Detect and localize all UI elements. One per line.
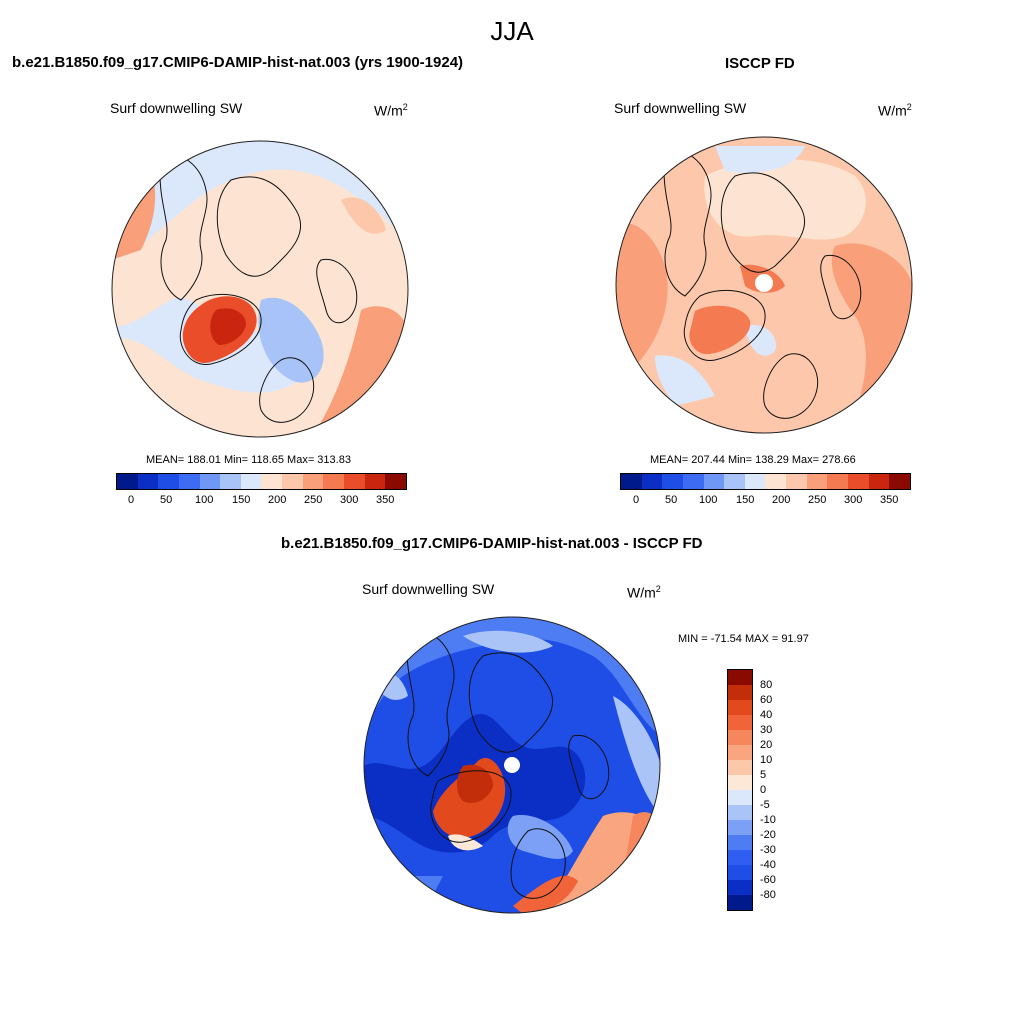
panel-3-tick: 5 [760, 769, 767, 781]
panel-3-colorbar [727, 669, 753, 911]
panel-1-tick: 300 [340, 494, 359, 506]
cb1-swatch [158, 474, 179, 489]
cb2-swatch [786, 474, 807, 489]
panel-1-tick: 350 [376, 494, 395, 506]
cb2-swatch [889, 474, 910, 489]
panel-3-tick: 80 [760, 679, 773, 691]
cb3-swatch [728, 700, 752, 715]
panel-1-tick: 100 [195, 494, 214, 506]
cb3-swatch [728, 820, 752, 835]
panel-2-units: W/m2 [878, 102, 912, 119]
cb3-swatch [728, 730, 752, 745]
cb2-swatch [662, 474, 683, 489]
panel-3-tick: -30 [760, 844, 776, 856]
panel-3-tick: 60 [760, 694, 773, 706]
panel-1-tick: 150 [232, 494, 251, 506]
cb1-swatch [323, 474, 345, 489]
figure-title: JJA [490, 16, 534, 46]
cb3-swatch [728, 895, 752, 910]
panel-3-tick: 0 [760, 784, 767, 796]
panel-3-tick: -40 [760, 859, 776, 871]
cb3-swatch [728, 805, 752, 820]
cb1-swatch [261, 474, 283, 489]
panel-2-tick: 0 [633, 494, 640, 506]
panel-3-tick: -10 [760, 814, 776, 826]
cb3-swatch [728, 880, 752, 895]
cb1-swatch [302, 474, 324, 489]
cb3-swatch [728, 865, 752, 880]
cb3-swatch [728, 835, 752, 850]
cb2-swatch [703, 474, 725, 489]
cb1-swatch [199, 474, 221, 489]
panel-1-tick: 200 [268, 494, 287, 506]
cb2-swatch [744, 474, 766, 489]
panel-2-tick: 200 [772, 494, 791, 506]
panel-2-title: ISCCP FD [725, 55, 795, 72]
cb1-swatch [178, 474, 200, 489]
panel-2-variable: Surf downwelling SW [614, 100, 747, 116]
cb2-swatch [724, 474, 745, 489]
panel-1-tick: 250 [304, 494, 323, 506]
cb1-swatch [117, 474, 138, 489]
panel-3-tick: -60 [760, 874, 776, 886]
panel-3-units: W/m2 [627, 584, 661, 601]
cb1-swatch [282, 474, 303, 489]
panel-2-tick: 100 [699, 494, 718, 506]
cb3-swatch [728, 790, 752, 805]
cb2-swatch [827, 474, 849, 489]
cb2-swatch [848, 474, 869, 489]
cb3-swatch [728, 715, 752, 730]
panel-1-title: b.e21.B1850.f09_g17.CMIP6-DAMIP-hist-nat… [12, 54, 464, 71]
panel-3-variable: Surf downwelling SW [362, 581, 495, 597]
cb1-swatch [344, 474, 365, 489]
panel-2-tick: 150 [736, 494, 755, 506]
panel-1-tick: 0 [128, 494, 135, 506]
cb3-swatch [728, 760, 752, 775]
panel-1-units: W/m2 [374, 102, 408, 119]
panel-3-tick: 10 [760, 754, 773, 766]
panel-1-map [111, 140, 409, 438]
panel-2-tick: 50 [665, 494, 678, 506]
panel-2-tick: 250 [808, 494, 827, 506]
panel-1-variable: Surf downwelling SW [110, 100, 243, 116]
cb2-swatch [682, 474, 704, 489]
panel-3-tick: -5 [760, 799, 770, 811]
cb3-swatch [728, 775, 752, 790]
panel-3-tick: -20 [760, 829, 776, 841]
cb3-swatch [728, 670, 752, 685]
cb1-swatch [240, 474, 262, 489]
panel-2-colorbar [620, 473, 911, 490]
panel-3-map [363, 616, 661, 914]
panel-3-tick: 20 [760, 739, 773, 751]
cb3-swatch [728, 850, 752, 865]
cb2-swatch [868, 474, 890, 489]
cb1-swatch [220, 474, 241, 489]
panel-2-map [615, 136, 913, 434]
cb2-swatch [641, 474, 663, 489]
panel-3-tick: -80 [760, 889, 776, 901]
panel-3-tick: 30 [760, 724, 773, 736]
cb2-swatch [765, 474, 787, 489]
cb2-swatch [621, 474, 642, 489]
cb1-swatch [364, 474, 386, 489]
cb2-swatch [806, 474, 828, 489]
cb1-swatch [385, 474, 406, 489]
cb3-swatch [728, 685, 752, 700]
panel-1-tick: 50 [160, 494, 173, 506]
panel-3-tick: 40 [760, 709, 773, 721]
panel-1-colorbar [116, 473, 407, 490]
panel-2-tick: 300 [844, 494, 863, 506]
panel-1-stats: MEAN= 188.01 Min= 118.65 Max= 313.83 [146, 454, 351, 466]
cb3-swatch [728, 745, 752, 760]
panel-3-stats: MIN = -71.54 MAX = 91.97 [678, 633, 809, 645]
panel-2-stats: MEAN= 207.44 Min= 138.29 Max= 278.66 [650, 454, 856, 466]
cb1-swatch [137, 474, 159, 489]
panel-3-title: b.e21.B1850.f09_g17.CMIP6-DAMIP-hist-nat… [281, 535, 703, 552]
panel-2-tick: 350 [880, 494, 899, 506]
